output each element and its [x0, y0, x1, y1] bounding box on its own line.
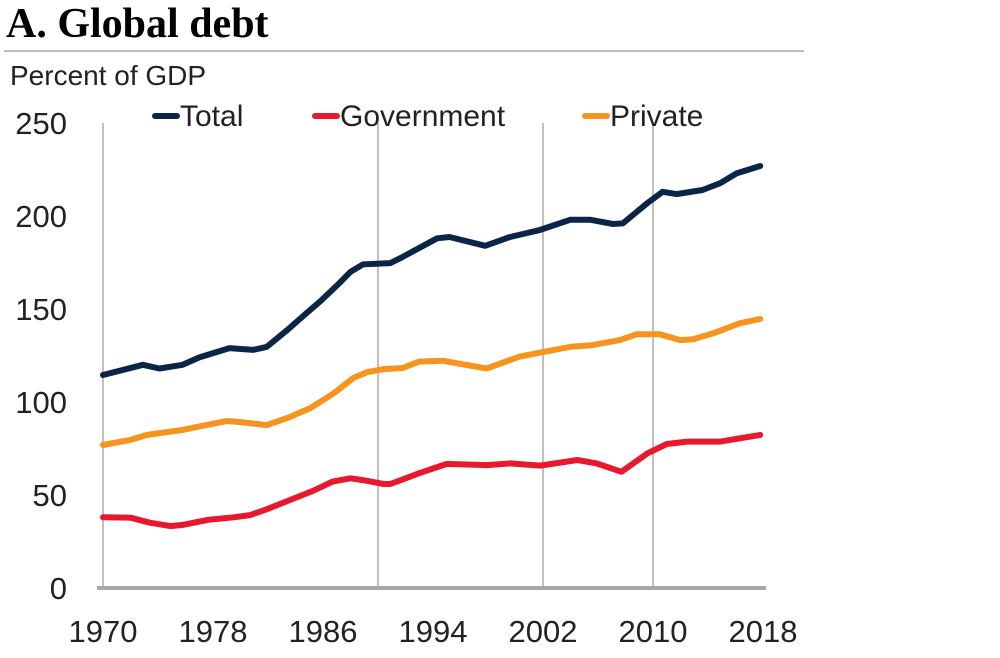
- legend-label: Government: [340, 100, 506, 133]
- x-tick-label: 2002: [509, 614, 578, 649]
- series-line-government: [100, 431, 764, 530]
- chart-title: A. Global debt: [6, 1, 269, 47]
- x-tick-label: 1970: [69, 614, 138, 649]
- x-tick-labels: 1970 1978 1986 1994 2002 2010 2018: [69, 614, 798, 649]
- legend-item-total: Total: [152, 100, 243, 133]
- y-tick-label: 100: [15, 385, 67, 420]
- title-divider: [4, 50, 804, 52]
- x-tick-label: 1994: [399, 614, 468, 649]
- legend: Total Government Private: [152, 100, 703, 133]
- y-axis-label: Percent of GDP: [10, 60, 207, 91]
- x-tick-label: 1986: [289, 614, 358, 649]
- series-lines: [100, 163, 764, 530]
- legend-item-private: Private: [582, 100, 703, 133]
- legend-item-government: Government: [312, 100, 506, 133]
- legend-label: Private: [610, 100, 703, 133]
- x-tick-label: 2018: [729, 614, 798, 649]
- series-line-total: [100, 163, 764, 378]
- x-tick-label: 2010: [619, 614, 688, 649]
- y-tick-labels: 0 50 100 150 200 250: [15, 106, 67, 606]
- y-tick-label: 0: [50, 571, 67, 606]
- y-tick-label: 50: [33, 478, 67, 513]
- y-tick-label: 150: [15, 292, 67, 327]
- y-tick-label: 200: [15, 199, 67, 234]
- legend-label: Total: [180, 100, 243, 133]
- y-tick-label: 250: [15, 106, 67, 141]
- x-tick-label: 1978: [179, 614, 248, 649]
- axes: [97, 123, 766, 590]
- series-line-private: [100, 316, 764, 448]
